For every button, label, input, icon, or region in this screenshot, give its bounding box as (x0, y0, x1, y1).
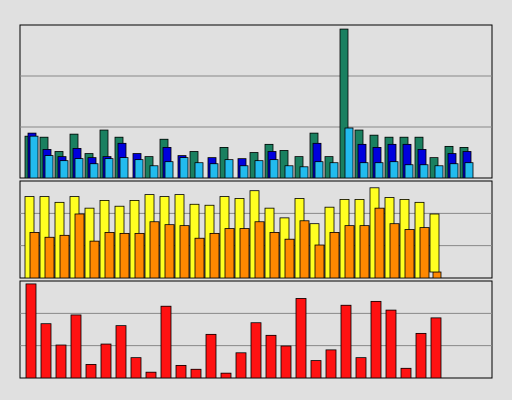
bar-middle-s2-18 (284, 238, 295, 279)
bar-middle-s2-2 (44, 236, 55, 279)
bar-bottom-s1-22 (340, 304, 352, 379)
bar-middle-s2-23 (359, 225, 370, 279)
bar-top-s3-29 (449, 163, 459, 179)
bar-middle-s2-10 (164, 224, 175, 279)
bar-top-s3-23 (359, 162, 369, 179)
bar-middle-s2-21 (329, 232, 340, 279)
bar-middle-s2-1 (29, 232, 40, 279)
bar-bottom-s1-24 (370, 300, 382, 379)
bar-top-s3-8 (134, 159, 144, 179)
bar-bottom-s1-5 (85, 364, 97, 379)
bar-middle-s2-end (432, 271, 442, 279)
bar-top-s3-16 (254, 160, 264, 179)
bar-bottom-s1-1 (25, 283, 37, 379)
bar-middle-s2-16 (254, 221, 265, 279)
bar-middle-s2-14 (224, 228, 235, 279)
bar-top-s1-22 (339, 28, 349, 179)
bar-top-s3-30 (464, 162, 474, 179)
bar-top-s3-21 (329, 162, 339, 179)
bar-top-s3-18 (284, 165, 294, 179)
bar-top-s3-12 (194, 162, 204, 179)
bar-middle-s2-13 (209, 232, 220, 279)
bar-bottom-s1-20 (310, 360, 322, 379)
bar-bottom-s1-10 (160, 305, 172, 379)
bar-middle-s2-11 (179, 225, 190, 279)
bar-bottom-s1-17 (265, 334, 277, 379)
bar-top-s3-2 (44, 155, 54, 179)
bar-top-s3-6 (104, 158, 114, 179)
bar-top-s3-1 (29, 135, 39, 179)
bar-middle-s2-25 (389, 223, 400, 279)
bar-bottom-s1-9 (145, 371, 157, 379)
bar-middle-s2-17 (269, 232, 280, 279)
bar-top-s3-19 (299, 166, 309, 179)
bar-top-s3-22 (344, 127, 354, 179)
bar-middle-s2-5 (89, 240, 100, 279)
bar-middle-s2-6 (104, 232, 115, 279)
bar-top-s3-11 (179, 157, 189, 179)
bar-middle-s2-27 (419, 227, 430, 279)
bar-bottom-s1-11 (175, 364, 187, 379)
bar-middle-s2-24 (374, 207, 385, 279)
bar-bottom-s1-4 (70, 314, 82, 379)
bar-top-s3-15 (239, 165, 249, 179)
bar-top-s3-5 (89, 163, 99, 179)
bar-middle-s2-9 (149, 221, 160, 279)
bar-top-s3-28 (434, 165, 444, 179)
bar-middle-s2-19 (299, 220, 310, 279)
bar-bottom-s1-27 (415, 332, 427, 379)
bar-top-s3-10 (164, 161, 174, 179)
bar-top-s3-27 (419, 164, 429, 179)
bar-bottom-s1-13 (205, 333, 217, 379)
bar-top-s3-7 (119, 157, 129, 179)
bar-top-s3-13 (209, 163, 219, 179)
bar-top-s3-17 (269, 159, 279, 179)
bar-bottom-s1-15 (235, 352, 247, 379)
bar-bottom-s1-14 (220, 372, 232, 379)
bar-bottom-s1-26 (400, 367, 412, 379)
bar-bottom-s1-28 (430, 317, 442, 379)
bar-bottom-s1-12 (190, 368, 202, 379)
bar-middle-s1-end (429, 213, 440, 273)
chart-panels (19, 24, 493, 379)
bar-middle-s2-7 (119, 232, 130, 279)
bar-middle-s2-26 (404, 229, 415, 279)
bar-bottom-s1-8 (130, 357, 142, 379)
bar-top-s3-9 (149, 165, 159, 179)
bar-bottom-s1-18 (280, 345, 292, 379)
bar-bottom-s1-21 (325, 349, 337, 379)
bar-middle-s2-22 (344, 225, 355, 279)
bar-bottom-s1-3 (55, 344, 67, 379)
bar-top-s3-3 (59, 160, 69, 179)
panel-middle (19, 180, 493, 279)
bar-bottom-s1-19 (295, 298, 307, 379)
bar-middle-s2-4 (74, 213, 85, 279)
bar-middle-s2-20 (314, 244, 325, 279)
bar-bottom-s1-6 (100, 343, 112, 379)
panel-top (19, 24, 493, 179)
bar-top-s3-24 (374, 162, 384, 179)
bar-bottom-s1-16 (250, 322, 262, 379)
bar-middle-s2-12 (194, 237, 205, 279)
bar-top-s3-20 (314, 161, 324, 179)
bar-middle-s2-3 (59, 234, 70, 279)
bar-top-s3-4 (74, 158, 84, 179)
panel-bottom (19, 280, 493, 379)
bar-middle-s2-15 (239, 228, 250, 279)
bar-bottom-s1-23 (355, 357, 367, 379)
bar-bottom-s1-7 (115, 325, 127, 379)
bar-top-s3-25 (389, 161, 399, 179)
bar-bottom-s1-25 (385, 309, 397, 379)
bar-middle-s2-8 (134, 232, 145, 279)
bar-top-s3-26 (404, 164, 414, 179)
bar-bottom-s1-2 (40, 323, 52, 379)
bar-top-s1-18 (279, 150, 289, 179)
bar-top-s3-14 (224, 159, 234, 179)
